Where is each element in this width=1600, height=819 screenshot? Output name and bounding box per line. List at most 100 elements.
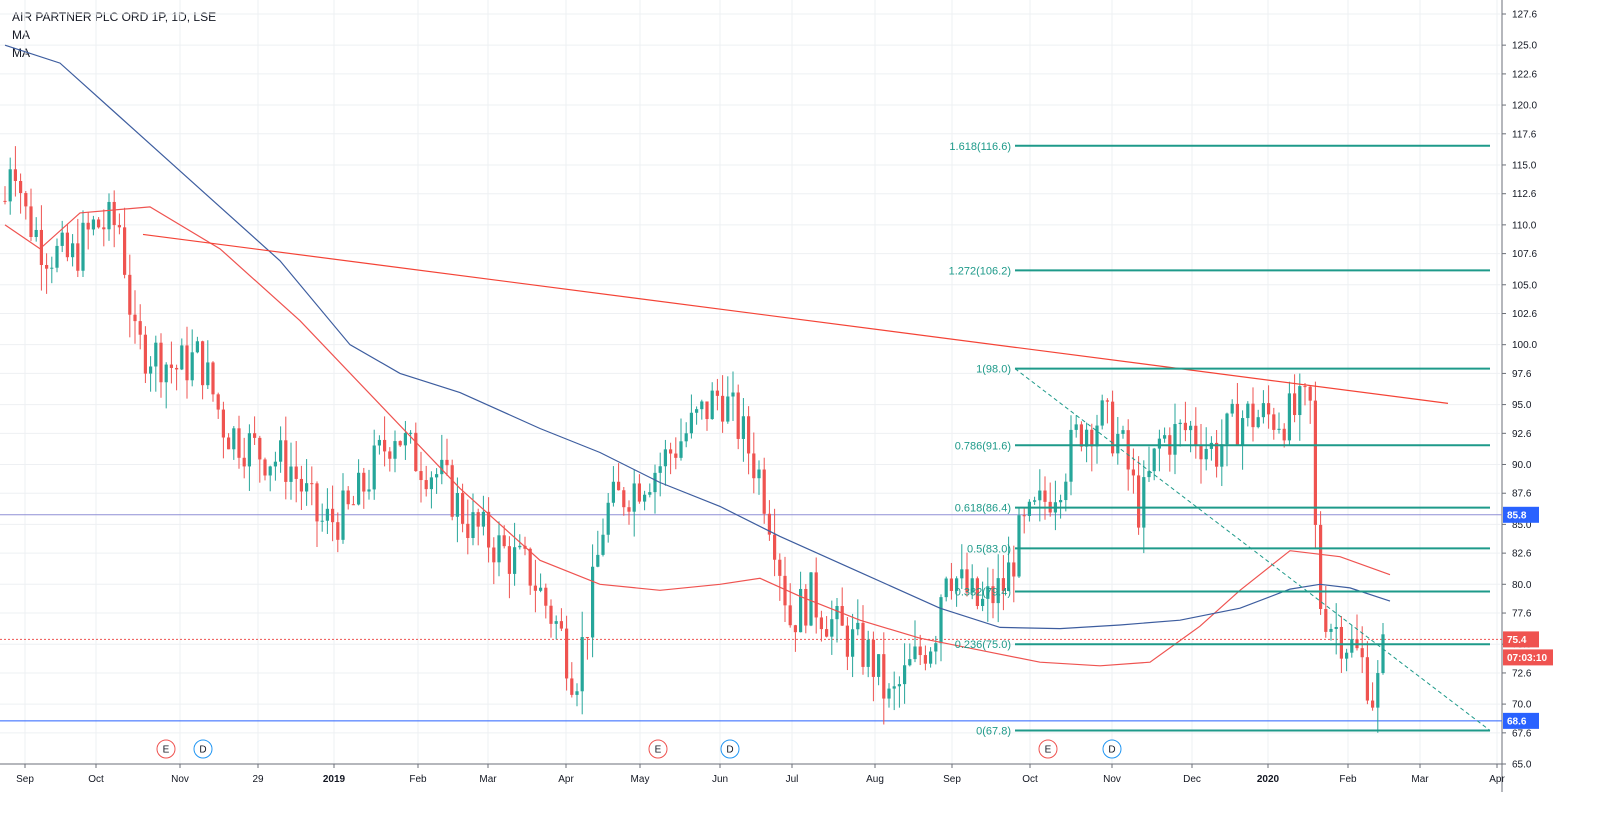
candle[interactable] bbox=[34, 229, 38, 237]
candle[interactable] bbox=[1111, 401, 1115, 454]
candle[interactable] bbox=[793, 625, 797, 633]
candle[interactable] bbox=[409, 432, 413, 434]
candle[interactable] bbox=[414, 432, 418, 472]
candle[interactable] bbox=[674, 453, 678, 458]
candle[interactable] bbox=[175, 367, 179, 370]
candle[interactable] bbox=[1189, 425, 1193, 431]
candle[interactable] bbox=[1293, 393, 1297, 416]
candle[interactable] bbox=[8, 169, 12, 202]
candle[interactable] bbox=[372, 445, 376, 490]
candle[interactable] bbox=[1095, 425, 1099, 447]
candle[interactable] bbox=[180, 345, 184, 370]
candle[interactable] bbox=[1043, 490, 1047, 502]
candle[interactable] bbox=[253, 433, 257, 438]
candle[interactable] bbox=[466, 523, 470, 539]
candle[interactable] bbox=[918, 646, 922, 656]
candle[interactable] bbox=[190, 352, 194, 381]
candle[interactable] bbox=[1267, 403, 1271, 415]
candle[interactable] bbox=[227, 437, 231, 450]
candle[interactable] bbox=[934, 643, 938, 652]
candle[interactable] bbox=[273, 461, 277, 467]
candle[interactable] bbox=[700, 401, 704, 410]
candle[interactable] bbox=[601, 534, 605, 555]
candle[interactable] bbox=[539, 587, 543, 591]
candle[interactable] bbox=[762, 469, 766, 514]
candle[interactable] bbox=[866, 639, 870, 667]
candle[interactable] bbox=[752, 453, 756, 479]
candle[interactable] bbox=[1105, 400, 1109, 402]
candle[interactable] bbox=[310, 483, 314, 485]
candle[interactable] bbox=[476, 512, 480, 527]
candle[interactable] bbox=[383, 439, 387, 452]
candle[interactable] bbox=[1100, 400, 1104, 426]
candle[interactable] bbox=[549, 605, 553, 624]
candle[interactable] bbox=[1027, 501, 1031, 516]
candle[interactable] bbox=[617, 481, 621, 491]
candle[interactable] bbox=[939, 597, 943, 644]
candle[interactable] bbox=[279, 440, 283, 462]
candle[interactable] bbox=[1324, 609, 1328, 632]
candle[interactable] bbox=[1365, 657, 1369, 701]
candle[interactable] bbox=[320, 520, 324, 522]
candle[interactable] bbox=[1007, 562, 1011, 592]
candle[interactable] bbox=[1085, 429, 1089, 447]
candle[interactable] bbox=[554, 621, 558, 624]
candle[interactable] bbox=[159, 342, 163, 383]
candle[interactable] bbox=[388, 451, 392, 459]
candle[interactable] bbox=[1173, 424, 1177, 455]
candle[interactable] bbox=[1241, 418, 1245, 445]
candle[interactable] bbox=[1131, 469, 1135, 476]
candle[interactable] bbox=[721, 395, 725, 422]
candle[interactable] bbox=[1334, 626, 1338, 629]
candle[interactable] bbox=[570, 678, 574, 695]
candle[interactable] bbox=[944, 578, 948, 598]
candle[interactable] bbox=[211, 362, 215, 395]
candle[interactable] bbox=[544, 587, 548, 606]
candle[interactable] bbox=[773, 534, 777, 560]
candle[interactable] bbox=[710, 390, 714, 420]
candle[interactable] bbox=[341, 490, 345, 540]
candle[interactable] bbox=[201, 341, 205, 386]
dividend-marker[interactable] bbox=[193, 739, 213, 759]
candle[interactable] bbox=[960, 569, 964, 579]
candle[interactable] bbox=[804, 588, 808, 626]
candle[interactable] bbox=[1230, 403, 1234, 414]
earnings-marker[interactable] bbox=[648, 739, 668, 759]
candle[interactable] bbox=[637, 483, 641, 502]
candle[interactable] bbox=[97, 219, 101, 228]
candle[interactable] bbox=[419, 471, 423, 481]
candle[interactable] bbox=[518, 545, 522, 548]
candle[interactable] bbox=[622, 490, 626, 508]
candle[interactable] bbox=[143, 334, 147, 374]
candle[interactable] bbox=[45, 264, 49, 269]
candle[interactable] bbox=[1022, 515, 1026, 517]
candle[interactable] bbox=[1017, 515, 1021, 577]
candle[interactable] bbox=[435, 474, 439, 478]
candle[interactable] bbox=[1235, 403, 1239, 445]
candle[interactable] bbox=[19, 181, 23, 194]
candle[interactable] bbox=[788, 605, 792, 626]
candle[interactable] bbox=[154, 342, 158, 367]
candle[interactable] bbox=[533, 585, 537, 591]
candle[interactable] bbox=[123, 227, 127, 275]
candle[interactable] bbox=[362, 472, 366, 492]
candle[interactable] bbox=[258, 437, 262, 460]
dividend-marker[interactable] bbox=[1102, 739, 1122, 759]
candle[interactable] bbox=[778, 559, 782, 576]
candle[interactable] bbox=[897, 684, 901, 687]
candle[interactable] bbox=[913, 646, 917, 660]
candle[interactable] bbox=[164, 364, 168, 383]
candle[interactable] bbox=[3, 200, 7, 202]
candle[interactable] bbox=[970, 578, 974, 593]
candle[interactable] bbox=[684, 433, 688, 442]
candle[interactable] bbox=[1079, 424, 1083, 447]
candle[interactable] bbox=[76, 243, 80, 271]
candle[interactable] bbox=[195, 341, 199, 353]
candle[interactable] bbox=[450, 465, 454, 517]
candle[interactable] bbox=[185, 345, 189, 381]
candle[interactable] bbox=[1183, 422, 1187, 431]
candle[interactable] bbox=[50, 267, 54, 269]
candle[interactable] bbox=[559, 621, 563, 629]
candle[interactable] bbox=[346, 490, 350, 505]
candle[interactable] bbox=[991, 586, 995, 604]
